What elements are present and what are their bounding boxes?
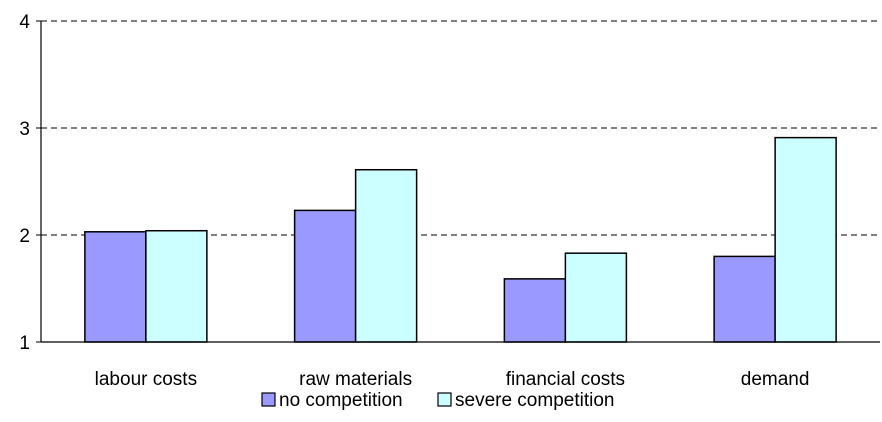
x-tick-label: financial costs (506, 369, 625, 390)
legend-swatch (261, 392, 276, 407)
x-tick-label: raw materials (299, 369, 412, 390)
bars (84, 136, 837, 343)
axes (36, 20, 880, 343)
bar-severe-competition-demand (774, 136, 837, 343)
legend-swatch (437, 392, 452, 407)
legend-label: severe competition (455, 390, 614, 411)
bar-severe-competition-labour-costs (145, 229, 208, 343)
y-tick-labels: 1 2 3 4 (19, 12, 30, 354)
x-tick-labels: labour costs raw materials financial costs… (95, 369, 810, 390)
bar-no-competition-raw-materials (293, 209, 357, 343)
y-tick-label: 2 (19, 226, 30, 247)
y-tick-label: 4 (19, 12, 30, 33)
y-tick-label: 1 (19, 333, 30, 354)
bar-no-competition-labour-costs (84, 231, 147, 343)
bar-no-competition-demand (713, 255, 776, 343)
bar-severe-competition-financial-costs (564, 252, 628, 343)
bar-no-competition-financial-costs (503, 278, 567, 343)
gridlines (41, 20, 880, 236)
x-tick-label: demand (741, 369, 810, 390)
legend: no competition severe competition (261, 390, 614, 411)
bar-severe-competition-raw-materials (354, 168, 418, 343)
y-tick-label: 3 (19, 119, 30, 140)
legend-label: no competition (279, 390, 403, 411)
x-tick-label: labour costs (95, 369, 197, 390)
